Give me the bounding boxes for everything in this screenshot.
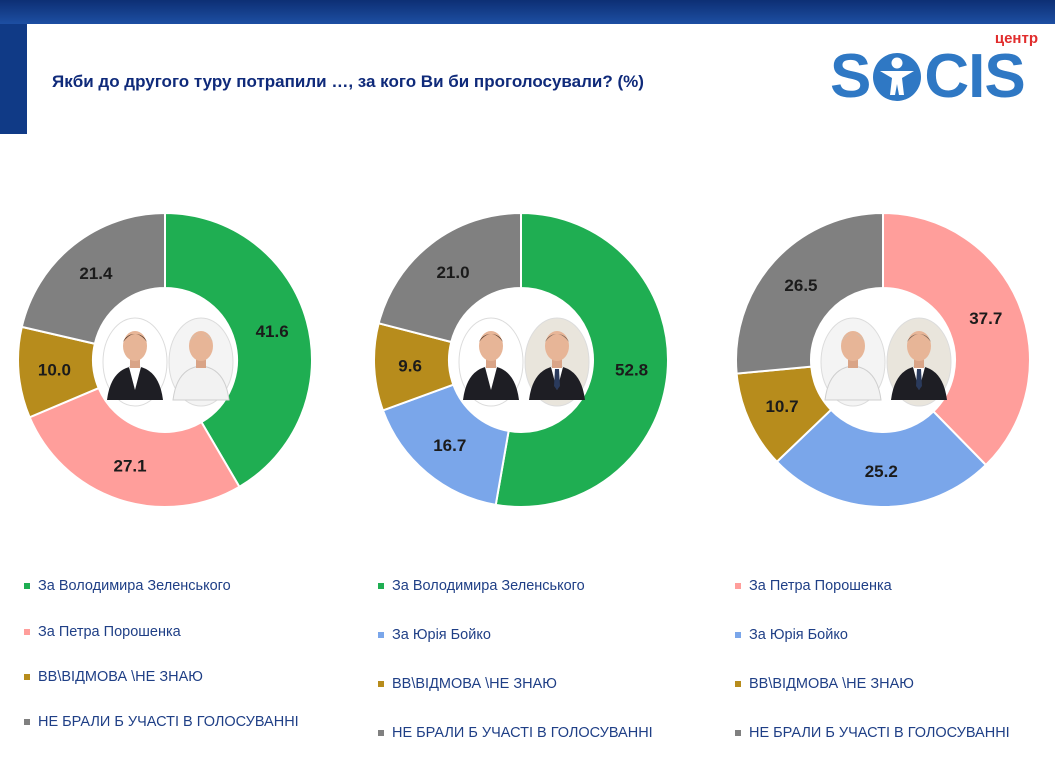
portrait-poroshenko [168, 317, 234, 407]
legend-label: За Петра Порошенка [749, 578, 892, 594]
legend-item: За Юрія Бойко [735, 627, 848, 643]
legend-swatch [24, 583, 30, 589]
legend-item: За Петра Порошенка [735, 578, 892, 594]
logo-small-text: центр [994, 30, 1038, 47]
donut-slice-novote [735, 211, 884, 375]
logo-text-left: S [830, 42, 871, 111]
logo-wordmark: S CIS [830, 42, 1026, 111]
legend-label: НЕ БРАЛИ Б УЧАСТІ В ГОЛОСУВАННІ [38, 714, 299, 730]
legend-swatch [378, 681, 384, 687]
legend-swatch [378, 583, 384, 589]
legend-label: ВВ\ВІДМОВА \НЕ ЗНАЮ [749, 676, 914, 692]
logo-text-right: CIS [924, 42, 1025, 111]
legend-item: За Петра Порошенка [24, 624, 181, 640]
portrait-boyko [524, 317, 590, 407]
person-icon [873, 53, 922, 101]
portrait-poroshenko [820, 317, 886, 407]
legend-label: За Юрія Бойко [749, 627, 848, 643]
portrait-boyko [886, 317, 952, 407]
legend-label: За Володимира Зеленського [38, 578, 231, 594]
data-label: 27.1 [114, 456, 147, 475]
data-label: 10.7 [765, 397, 798, 416]
data-label: 21.0 [436, 263, 469, 282]
legend-item: За Володимира Зеленського [24, 578, 231, 594]
legend-swatch [378, 632, 384, 638]
legend-label: НЕ БРАЛИ Б УЧАСТІ В ГОЛОСУВАННІ [392, 725, 653, 741]
legend-item: ВВ\ВІДМОВА \НЕ ЗНАЮ [24, 669, 203, 685]
donut-slice-zelensky [164, 211, 313, 489]
legend-swatch [24, 629, 30, 635]
data-label: 37.7 [969, 309, 1002, 328]
data-label: 21.4 [79, 264, 113, 283]
legend-swatch [735, 681, 741, 687]
legend-item: НЕ БРАЛИ Б УЧАСТІ В ГОЛОСУВАННІ [735, 725, 1010, 741]
donut-chart-svg: 37.7 25.2 10.7 26.5 [735, 211, 1031, 508]
legend-label: За Володимира Зеленського [392, 578, 585, 594]
legend-swatch [735, 583, 741, 589]
donut-slice-poroshenko [28, 386, 241, 508]
legend-swatch [735, 632, 741, 638]
donut-chart-zelensky-boyko: 52.8 16.7 9.6 21.0 [361, 200, 681, 520]
data-label: 26.5 [784, 276, 817, 295]
legend-swatch [735, 730, 741, 736]
legend-item: За Юрія Бойко [378, 627, 491, 643]
donut-slice-boyko [381, 383, 510, 506]
data-label: 10.0 [38, 361, 71, 380]
data-label: 41.6 [256, 322, 289, 341]
portrait-zelensky [102, 317, 168, 407]
donut-slice-zelensky [494, 211, 669, 508]
legend-item: НЕ БРАЛИ Б УЧАСТІ В ГОЛОСУВАННІ [378, 725, 653, 741]
data-label: 25.2 [865, 462, 898, 481]
donut-slice-novote [20, 211, 166, 345]
top-banner [0, 0, 1055, 24]
center-portraits [813, 290, 953, 430]
legend-label: За Юрія Бойко [392, 627, 491, 643]
donut-chart-svg: 52.8 16.7 9.6 21.0 [373, 211, 669, 508]
legend-item: НЕ БРАЛИ Б УЧАСТІ В ГОЛОСУВАННІ [24, 714, 299, 730]
donut-slice-boyko [775, 408, 988, 508]
legend-item: ВВ\ВІДМОВА \НЕ ЗНАЮ [735, 676, 914, 692]
center-portraits [95, 290, 235, 430]
legend-item: За Володимира Зеленського [378, 578, 585, 594]
side-accent-bar [0, 24, 27, 134]
portrait-zelensky [458, 317, 524, 407]
legend-item: ВВ\ВІДМОВА \НЕ ЗНАЮ [378, 676, 557, 692]
donut-chart-zelensky-poroshenko: 41.6 27.1 10.0 21.4 [5, 200, 325, 520]
donut-slice-novote [377, 211, 522, 344]
legend-label: ВВ\ВІДМОВА \НЕ ЗНАЮ [392, 676, 557, 692]
data-label: 16.7 [433, 436, 466, 455]
data-label: 9.6 [398, 356, 422, 375]
center-portraits [451, 290, 591, 430]
data-label: 52.8 [615, 361, 648, 380]
legend-swatch [24, 719, 30, 725]
legend-swatch [24, 674, 30, 680]
page-title: Якби до другого туру потрапили …, за ког… [52, 72, 644, 91]
donut-chart-svg: 41.6 27.1 10.0 21.4 [17, 211, 313, 508]
legend-label: НЕ БРАЛИ Б УЧАСТІ В ГОЛОСУВАННІ [749, 725, 1010, 741]
legend-label: За Петра Порошенка [38, 624, 181, 640]
legend-label: ВВ\ВІДМОВА \НЕ ЗНАЮ [38, 669, 203, 685]
legend-swatch [378, 730, 384, 736]
socis-logo: центр S CIS [828, 28, 1050, 108]
donut-chart-poroshenko-boyko: 37.7 25.2 10.7 26.5 [723, 200, 1043, 520]
donut-slice-poroshenko [882, 211, 1031, 467]
